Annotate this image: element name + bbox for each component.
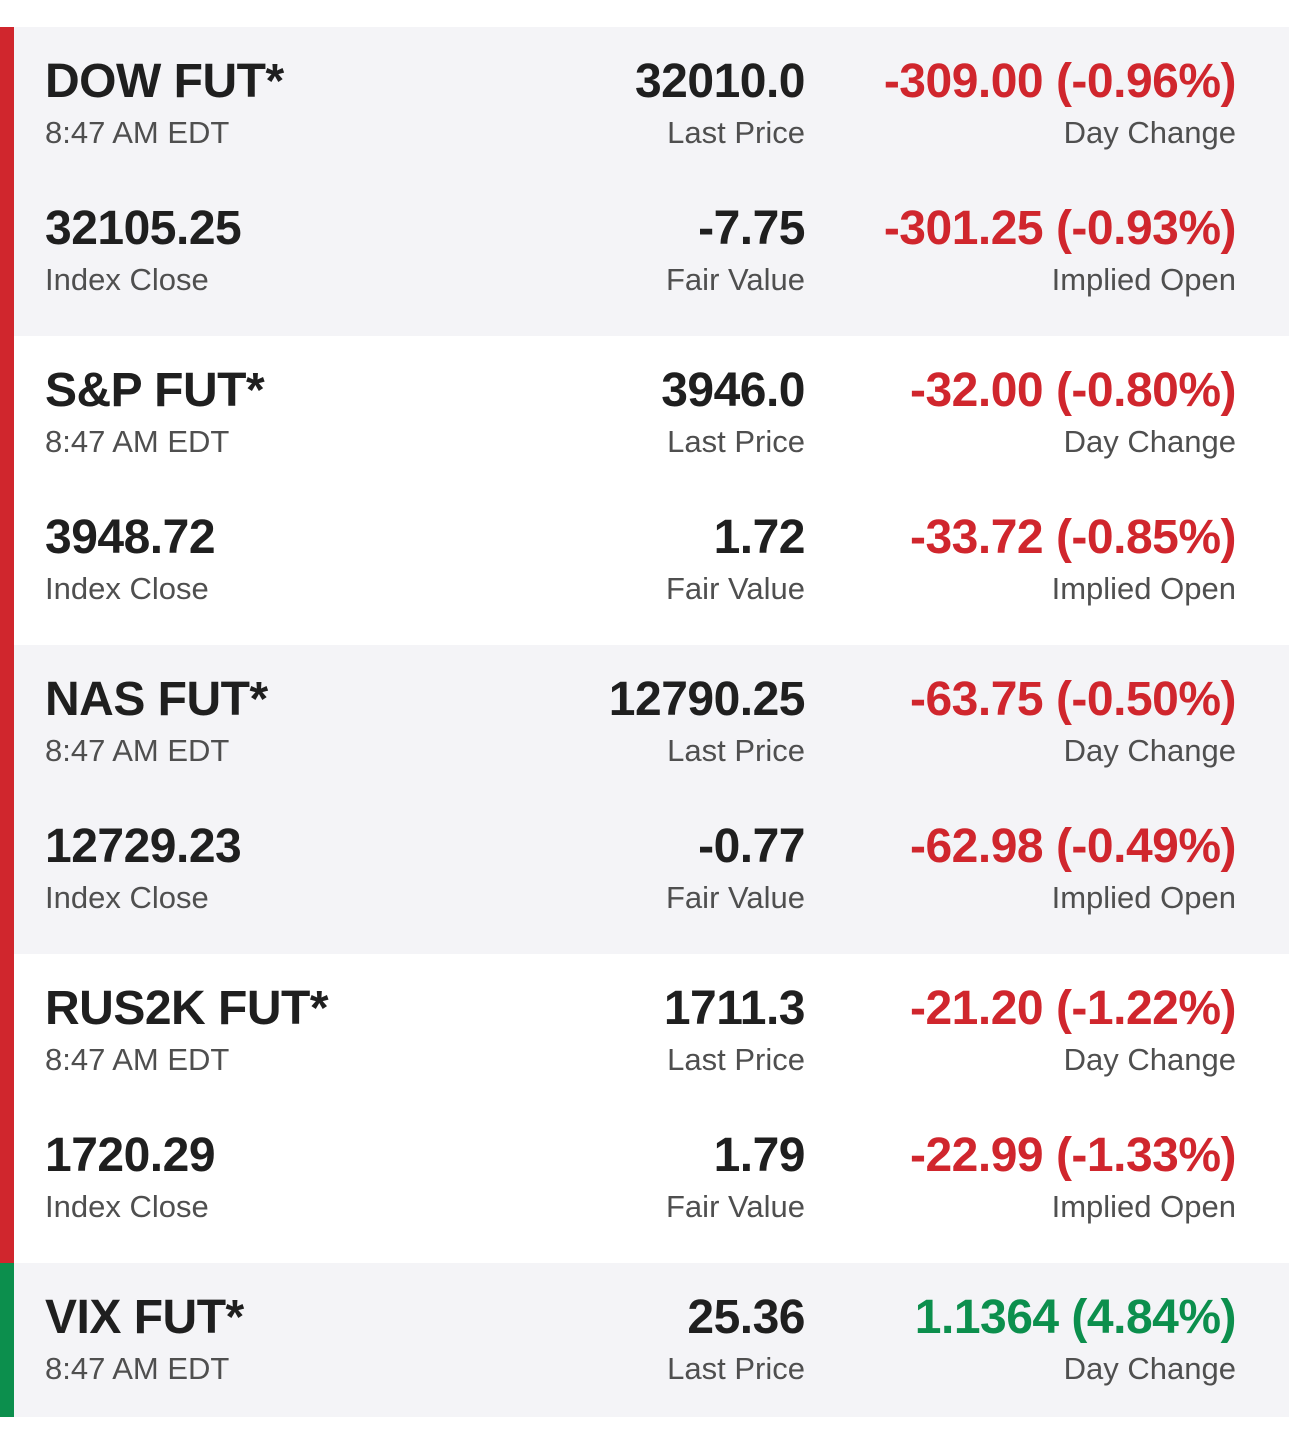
fair-value-label: Fair Value [666,571,805,606]
futures-list: DOW FUT* 8:47 AM EDT 32010.0 Last Price … [0,27,1289,1417]
quote-time: 8:47 AM EDT [45,1042,230,1077]
quote-time: 8:47 AM EDT [45,1351,230,1386]
day-change-label: Day Change [1063,733,1236,768]
fair-value-label: Fair Value [666,880,805,915]
day-change-label: Day Change [1063,1351,1236,1386]
quote-row: S&P FUT* 8:47 AM EDT 3946.0 Last Price -… [14,362,1289,472]
index-close-value: 3948.72 [45,511,216,564]
quote-row: DOW FUT* 8:47 AM EDT 32010.0 Last Price … [14,53,1289,163]
implied-open-value: -301.25 (-0.93%) [883,202,1237,255]
future-name: VIX FUT* [45,1291,244,1344]
fair-value-value: 1.72 [713,511,806,564]
index-close-label: Index Close [45,880,209,915]
fair-value-value: -0.77 [698,820,805,873]
fair-value-row: 32105.25 Index Close -7.75 Fair Value -3… [14,200,1289,310]
implied-open-label: Implied Open [1051,1189,1236,1224]
day-change-value: -309.00 (-0.96%) [883,55,1237,108]
futures-card-rus2k[interactable]: RUS2K FUT* 8:47 AM EDT 1711.3 Last Price… [0,954,1289,1263]
implied-open-value: -62.98 (-0.49%) [910,820,1237,873]
futures-card-nas[interactable]: NAS FUT* 8:47 AM EDT 12790.25 Last Price… [0,645,1289,954]
quote-row: RUS2K FUT* 8:47 AM EDT 1711.3 Last Price… [14,980,1289,1090]
day-change-value: 1.1364 (4.84%) [914,1291,1237,1344]
implied-open-label: Implied Open [1051,262,1236,297]
index-close-value: 32105.25 [45,202,242,255]
day-change-value: -21.20 (-1.22%) [910,982,1237,1035]
implied-open-label: Implied Open [1051,880,1236,915]
quote-time: 8:47 AM EDT [45,733,230,768]
future-name: RUS2K FUT* [45,982,329,1035]
day-change-value: -32.00 (-0.80%) [910,364,1237,417]
index-close-label: Index Close [45,571,209,606]
last-price-value: 12790.25 [608,673,806,726]
day-change-label: Day Change [1063,424,1236,459]
day-change-label: Day Change [1063,1042,1236,1077]
last-price-value: 1711.3 [663,982,806,1035]
last-price-value: 3946.0 [661,364,805,417]
day-change-label: Day Change [1063,115,1236,150]
futures-card-vix[interactable]: VIX FUT* 8:47 AM EDT 25.36 Last Price 1.… [0,1263,1289,1417]
quote-row: NAS FUT* 8:47 AM EDT 12790.25 Last Price… [14,671,1289,781]
future-name: NAS FUT* [45,673,268,726]
futures-card-sp[interactable]: S&P FUT* 8:47 AM EDT 3946.0 Last Price -… [0,336,1289,645]
future-name: S&P FUT* [45,364,265,417]
last-price-label: Last Price [667,115,805,150]
index-close-label: Index Close [45,1189,209,1224]
quote-row: VIX FUT* 8:47 AM EDT 25.36 Last Price 1.… [14,1289,1289,1399]
future-name: DOW FUT* [45,55,284,108]
quote-time: 8:47 AM EDT [45,115,230,150]
day-change-value: -63.75 (-0.50%) [910,673,1237,726]
last-price-label: Last Price [667,1351,805,1386]
implied-open-label: Implied Open [1051,571,1236,606]
last-price-label: Last Price [667,1042,805,1077]
last-price-value: 32010.0 [634,55,806,108]
implied-open-value: -33.72 (-0.85%) [910,511,1237,564]
index-close-label: Index Close [45,262,209,297]
fair-value-row: 12729.23 Index Close -0.77 Fair Value -6… [14,818,1289,928]
fair-value-label: Fair Value [666,1189,805,1224]
index-close-value: 1720.29 [45,1129,216,1182]
fair-value-row: 1720.29 Index Close 1.79 Fair Value -22.… [14,1127,1289,1237]
last-price-label: Last Price [667,733,805,768]
futures-card-dow[interactable]: DOW FUT* 8:47 AM EDT 32010.0 Last Price … [0,27,1289,336]
fair-value-value: 1.79 [713,1129,806,1182]
index-close-value: 12729.23 [45,820,242,873]
last-price-label: Last Price [667,424,805,459]
last-price-value: 25.36 [687,1291,805,1344]
implied-open-value: -22.99 (-1.33%) [910,1129,1237,1182]
fair-value-label: Fair Value [666,262,805,297]
fair-value-row: 3948.72 Index Close 1.72 Fair Value -33.… [14,509,1289,619]
quote-time: 8:47 AM EDT [45,424,230,459]
fair-value-value: -7.75 [698,202,805,255]
